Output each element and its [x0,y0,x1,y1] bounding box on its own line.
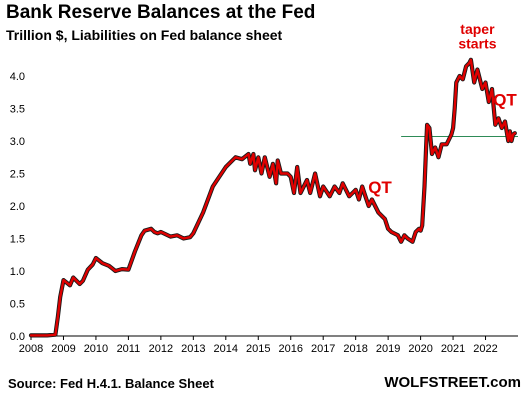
x-tick-label: 2011 [117,343,141,355]
source-note: Source: Fed H.4.1. Balance Sheet [8,376,214,391]
x-tick-label: 2022 [473,343,497,355]
x-tick-label: 2013 [181,343,205,355]
x-tick-label: 2014 [214,343,238,355]
y-tick-label: 4.0 [10,71,25,83]
y-tick-label: 1.5 [10,234,25,246]
x-tick-label: 2020 [408,343,432,355]
x-tick-label: 2008 [19,343,43,355]
y-tick-label: 0.5 [10,299,25,311]
x-tick-label: 2021 [441,343,465,355]
x-tick-label: 2012 [149,343,173,355]
x-tick-label: 2009 [51,343,75,355]
y-tick-label: 0.0 [10,331,25,343]
y-tick-label: 2.0 [10,201,25,213]
x-tick-label: 2017 [311,343,335,355]
x-tick-label: 2016 [278,343,302,355]
series-line-shadow [28,57,517,338]
annotation-label: taper [460,21,495,37]
x-tick-label: 2019 [376,343,400,355]
x-tick-label: 2015 [246,343,270,355]
chart-subtitle: Trillion $, Liabilities on Fed balance s… [6,27,283,43]
series-line [29,58,516,337]
y-tick-label: 2.5 [10,169,25,181]
x-tick-label: 2010 [84,343,108,355]
chart-title: Bank Reserve Balances at the Fed [6,2,316,23]
y-tick-label: 3.0 [10,136,25,148]
x-tick-label: 2018 [343,343,367,355]
annotation-label: QT [368,178,392,197]
annotation-label: QT [493,90,517,109]
annotation-label: starts [458,36,496,52]
brand-label: WOLFSTREET.com [384,374,521,391]
y-tick-label: 1.0 [10,266,25,278]
y-tick-label: 3.5 [10,104,25,116]
